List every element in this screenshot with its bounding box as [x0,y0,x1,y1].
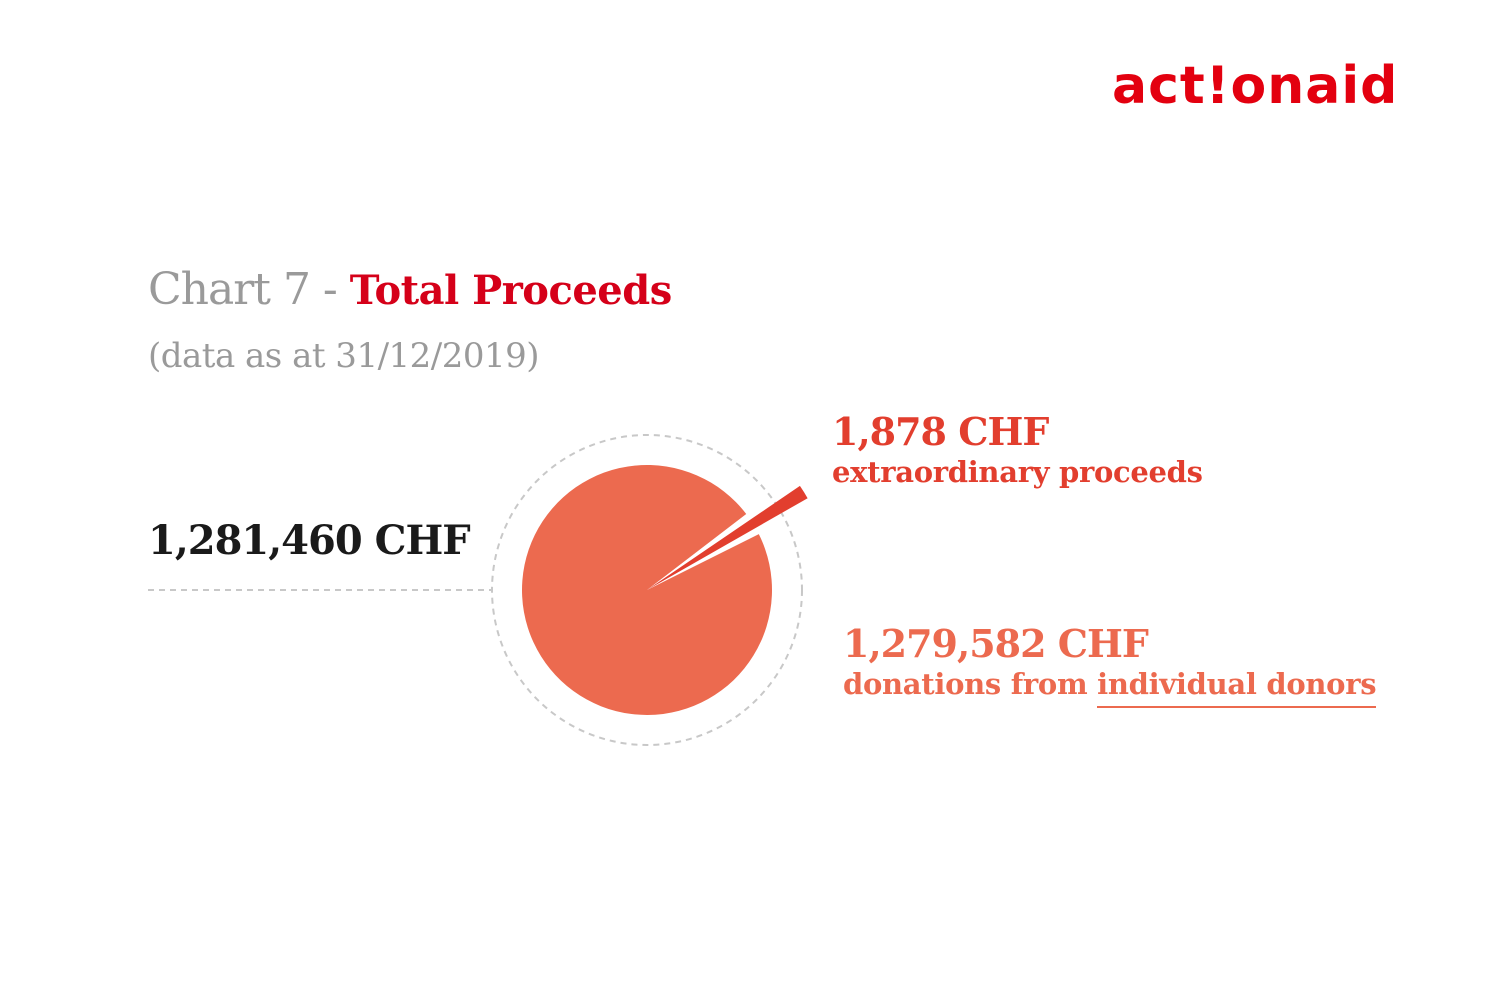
individual-donations-description-underlined: individual donors [1097,666,1377,708]
extraordinary-proceeds-value: 1,878 CHF [832,409,1049,454]
individual-donations-value: 1,279,582 CHF [843,621,1149,666]
actionaid-logo: act!onaid [1112,56,1398,116]
extraordinary-proceeds-label: 1,878 CHF extraordinary proceeds [832,410,1203,490]
individual-donations-label: 1,279,582 CHF donations from individual … [843,621,1377,708]
total-value-label: 1,281,460 CHF [148,517,471,564]
logo-text-end: onaid [1230,56,1399,116]
pie-slice-extraordinary-proceeds [647,485,808,590]
chart-title-main: Total Proceeds [349,267,672,314]
logo-exclamation-mark: ! [1205,56,1231,116]
individual-donations-description-prefix: donations from [843,667,1098,701]
chart-subtitle: (data as at 31/12/2019) [148,336,540,376]
extraordinary-proceeds-description: extraordinary proceeds [832,455,1203,489]
chart-title: Chart 7 - Total Proceeds [148,262,672,319]
chart-title-prefix: Chart 7 - [148,264,350,315]
individual-donations-description: donations from individual donors [843,666,1377,708]
logo-text-start: act [1112,56,1206,116]
pie-slice-individual-donations [521,464,772,715]
